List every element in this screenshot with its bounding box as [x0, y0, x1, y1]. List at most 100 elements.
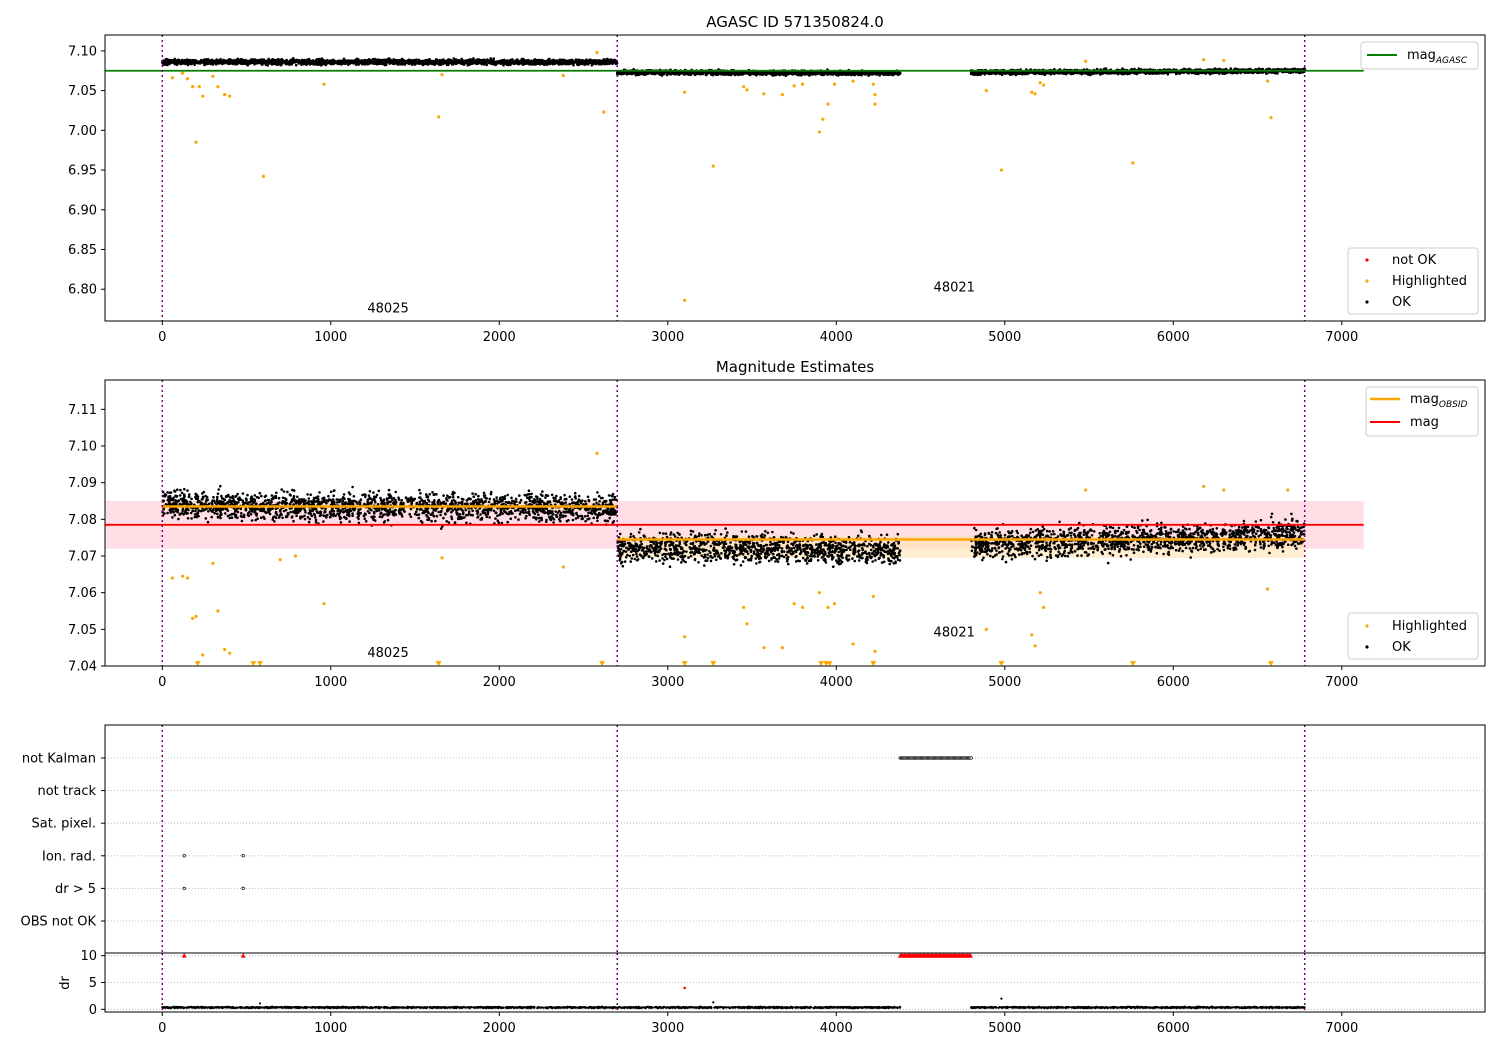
ok-point: [504, 61, 508, 64]
ok-point: [682, 72, 686, 75]
ok-point: [270, 59, 274, 63]
ok-point: [188, 61, 191, 65]
ok-point: [574, 60, 578, 64]
ok-point: [831, 71, 835, 74]
ok-point: [547, 59, 550, 62]
ok-point: [417, 58, 421, 62]
ok-point: [245, 61, 249, 65]
ok-point: [494, 61, 498, 64]
ok-point: [284, 60, 288, 64]
ok-point: [203, 63, 206, 67]
ok-point: [538, 62, 541, 65]
ok-point: [407, 62, 411, 66]
ok-point: [677, 71, 681, 75]
ok-point: [784, 73, 787, 77]
ok-point: [274, 60, 278, 63]
ok-point: [522, 57, 525, 61]
ok-point: [574, 58, 578, 61]
ok-point: [164, 61, 168, 64]
ok-point: [521, 62, 524, 65]
ok-point: [324, 60, 327, 63]
ok-point: [300, 61, 304, 64]
ok-point: [460, 60, 464, 63]
ok-point: [473, 61, 476, 65]
ok-point: [184, 60, 188, 64]
ok-point: [351, 61, 355, 64]
ok-point: [221, 61, 225, 64]
ok-point: [857, 73, 860, 76]
ok-point: [297, 58, 301, 62]
ok-point: [193, 59, 196, 62]
ok-point: [249, 60, 252, 64]
ok-point: [178, 61, 181, 64]
ok-point: [385, 58, 389, 62]
ok-point: [205, 59, 208, 63]
ok-point: [600, 60, 604, 64]
ok-point: [401, 63, 404, 66]
ok-point: [431, 62, 434, 66]
ok-point: [450, 61, 453, 64]
ok-point: [410, 63, 414, 66]
ok-point: [534, 61, 537, 64]
ok-point: [257, 60, 261, 63]
ok-point: [460, 57, 464, 61]
ok-point: [260, 58, 263, 61]
ok-point: [528, 60, 531, 63]
ok-point: [634, 73, 638, 77]
ok-point: [533, 58, 537, 61]
ok-point: [393, 59, 396, 63]
ok-point: [267, 57, 271, 61]
ok-point: [180, 61, 184, 65]
ok-point: [227, 60, 231, 63]
ok-point: [514, 60, 518, 63]
ok-point: [435, 60, 439, 64]
ok-point: [551, 61, 554, 65]
ok-point: [502, 62, 506, 65]
ok-point: [343, 60, 347, 64]
ok-point: [262, 61, 266, 65]
ok-point: [844, 72, 848, 75]
ok-point: [791, 71, 794, 75]
ok-point: [294, 63, 298, 67]
ok-point: [545, 61, 548, 65]
ok-point: [787, 71, 790, 75]
ok-point: [175, 63, 179, 66]
ok-point: [829, 73, 832, 76]
ok-point: [660, 73, 663, 76]
ok-point: [236, 57, 240, 61]
ok-point: [198, 62, 202, 65]
ok-point: [892, 72, 895, 76]
ok-point: [640, 72, 643, 75]
ok-point: [277, 59, 281, 62]
ok-point: [716, 72, 720, 76]
ok-point: [468, 60, 472, 64]
ok-point: [517, 59, 521, 63]
ok-point: [866, 72, 869, 76]
ok-point: [748, 72, 751, 76]
ok-point: [200, 58, 203, 62]
ok-point: [330, 61, 333, 65]
ok-point: [567, 59, 570, 62]
ok-point: [774, 73, 778, 77]
ok-point: [362, 62, 366, 65]
ok-point: [585, 62, 588, 65]
ok-point: [579, 60, 582, 64]
ok-point: [413, 63, 417, 66]
ok-point: [887, 71, 890, 75]
ok-point: [411, 59, 414, 62]
ok-point: [592, 61, 596, 65]
ok-point: [485, 62, 488, 66]
ok-point: [475, 60, 479, 64]
ok-point: [307, 60, 311, 64]
ok-point: [560, 60, 564, 63]
ok-point: [700, 72, 704, 75]
ok-point: [240, 57, 243, 61]
ok-point: [468, 63, 471, 66]
ok-point: [222, 58, 225, 62]
ok-point: [604, 61, 607, 65]
ok-point: [819, 72, 822, 76]
ok-point: [497, 60, 501, 63]
ok-point: [538, 58, 542, 62]
ok-point: [883, 73, 886, 76]
ok-point: [306, 58, 309, 61]
